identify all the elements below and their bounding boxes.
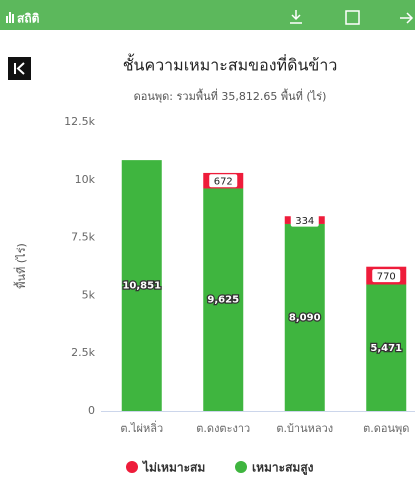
- value-label: 334: [295, 216, 314, 227]
- y-axis-label: พื้นที่ (ไร่): [13, 243, 28, 289]
- legend-swatch: [235, 461, 247, 473]
- bar-segment: [284, 223, 325, 411]
- value-label: 9,625: [207, 295, 239, 306]
- x-tick-label: ต.ไผ่หลิ่ว: [120, 420, 163, 435]
- bar-segment: [121, 160, 162, 411]
- value-label: 5,471: [370, 343, 402, 354]
- y-tick-label: 2.5k: [71, 346, 95, 359]
- bar-segment: [203, 188, 244, 411]
- legend-label[interactable]: ไม่เหมาะสม: [141, 460, 205, 475]
- legend-swatch: [126, 461, 138, 473]
- bar-segment: [366, 284, 407, 411]
- stats-icon: [6, 12, 14, 23]
- y-tick-label: 0: [88, 404, 95, 417]
- close-icon[interactable]: [400, 12, 414, 24]
- y-tick-label: 5k: [82, 288, 96, 301]
- x-tick-label: ต.ดงตะงาว: [196, 422, 250, 435]
- expand-icon[interactable]: [345, 10, 360, 25]
- value-label: 10,851: [122, 281, 161, 292]
- x-tick-label: ต.ดอนพุด: [363, 422, 409, 435]
- download-icon[interactable]: [290, 10, 302, 24]
- value-label-box: [290, 213, 319, 227]
- y-tick-label: 12.5k: [64, 115, 95, 128]
- legend-label[interactable]: เหมาะสมสูง: [252, 461, 314, 476]
- value-label-box: [372, 269, 401, 283]
- value-label-box: [209, 174, 238, 188]
- value-label: 770: [377, 272, 396, 283]
- y-tick-label: 7.5k: [71, 231, 95, 244]
- back-button[interactable]: [8, 57, 31, 80]
- header-bar: [0, 0, 415, 30]
- x-tick-label: ต.บ้านหลวง: [276, 422, 333, 435]
- y-tick-label: 10k: [75, 173, 96, 186]
- header-label[interactable]: สถิติ: [17, 12, 40, 26]
- value-label: 672: [214, 177, 233, 188]
- chart-title: ชั้นความเหมาะสมของที่ดินข้าว: [123, 54, 338, 75]
- value-label: 8,090: [289, 312, 321, 323]
- chart-subtitle: ดอนพุด: รวมพื้นที่ 35,812.65 พื้นที่ (ไร…: [134, 88, 327, 103]
